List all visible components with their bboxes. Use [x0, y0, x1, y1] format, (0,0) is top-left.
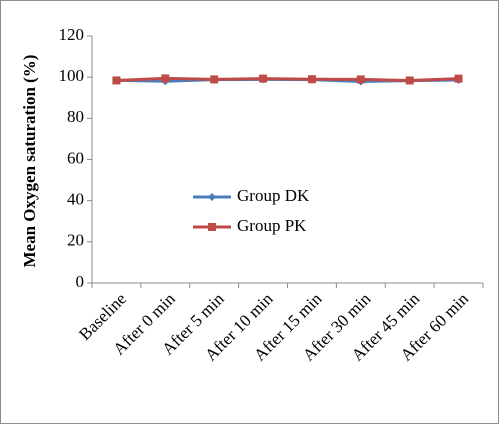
y-tick-label: 20 [67, 231, 84, 250]
legend-label: Group PK [237, 216, 307, 235]
y-tick-label: 40 [67, 190, 84, 209]
y-tick-label: 0 [76, 272, 85, 291]
data-point [161, 74, 170, 83]
y-axis-label: Mean Oxygen saturation (%) [20, 55, 39, 268]
data-point [112, 76, 121, 85]
legend-label: Group DK [237, 186, 310, 205]
legend-marker [208, 193, 216, 201]
series-line [116, 76, 459, 82]
legend-marker [208, 223, 216, 231]
data-point [307, 75, 316, 84]
series-group-pk [112, 74, 463, 85]
legend-entry: Group DK [193, 186, 310, 205]
data-point [356, 75, 365, 84]
chart-legend: Group DK Group PK [193, 186, 310, 235]
chart-axes [91, 36, 483, 284]
y-tick-label: 60 [67, 148, 84, 167]
y-axis-ticks: 0 20 40 60 80 100 120 [59, 25, 92, 291]
legend-entry: Group PK [193, 216, 307, 235]
data-point [210, 75, 219, 84]
data-point [454, 74, 463, 83]
data-point [405, 76, 414, 85]
data-point [259, 74, 268, 83]
y-tick-label: 120 [59, 25, 85, 44]
y-tick-label: 100 [59, 66, 85, 85]
chart-series [112, 74, 463, 86]
y-tick-label: 80 [67, 107, 84, 126]
